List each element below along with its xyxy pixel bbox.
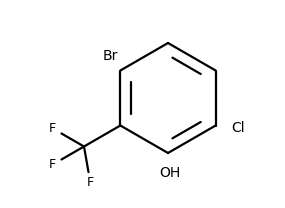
Text: Br: Br <box>103 50 118 63</box>
Text: F: F <box>48 158 56 172</box>
Text: F: F <box>48 121 56 135</box>
Text: F: F <box>87 176 94 189</box>
Text: Cl: Cl <box>231 120 245 135</box>
Text: OH: OH <box>159 166 181 180</box>
